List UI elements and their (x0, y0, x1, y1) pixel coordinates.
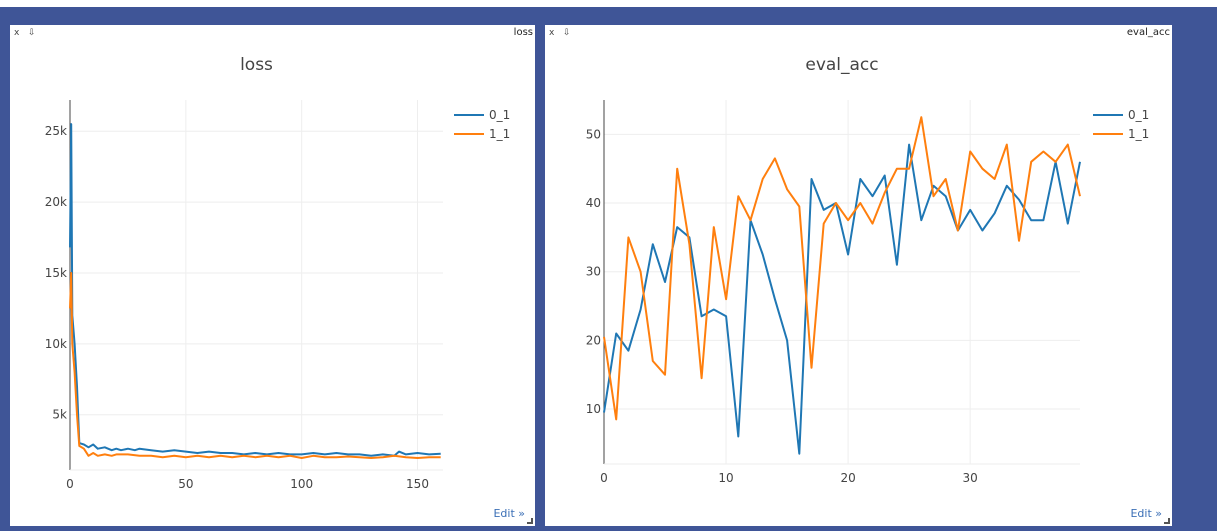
resize-handle[interactable] (1164, 518, 1170, 524)
y-tick-label: 30 (586, 265, 601, 279)
y-tick-label: 20 (586, 333, 601, 347)
top-bar (0, 0, 1217, 7)
series-line-0_1 (69, 123, 441, 457)
resize-handle[interactable] (527, 518, 533, 524)
legend-label: 0_1 (1128, 108, 1149, 122)
series-line-0_1 (603, 143, 1081, 455)
pane-tag: eval_acc (1126, 27, 1170, 38)
download-icon[interactable]: ⇩ (563, 28, 571, 38)
legend-label: 1_1 (489, 127, 510, 141)
y-tick-label: 10k (45, 337, 67, 351)
edit-link[interactable]: Edit » (493, 507, 525, 520)
close-icon[interactable]: x (549, 28, 555, 38)
y-tick-label: 25k (45, 124, 67, 138)
x-tick-label: 0 (600, 471, 608, 485)
y-tick-label: 20k (45, 195, 67, 209)
series-line-1_1 (69, 272, 441, 459)
chart-title: eval_acc (805, 55, 878, 75)
x-tick-label: 50 (178, 477, 193, 491)
y-tick-label: 40 (586, 196, 601, 210)
x-tick-label: 0 (66, 477, 74, 491)
x-tick-label: 20 (840, 471, 855, 485)
y-tick-label: 10 (586, 402, 601, 416)
x-tick-label: 100 (290, 477, 313, 491)
series-line-1_1 (603, 116, 1081, 421)
y-tick-label: 15k (45, 266, 67, 280)
loss-chart: 5k 10k 15k 20k 25k 0 50 100 150 loss 0_1 1_1 (45, 55, 511, 491)
pane-tag: loss (513, 27, 533, 38)
x-tick-label: 30 (963, 471, 978, 485)
legend-label: 0_1 (489, 108, 510, 122)
eval-acc-chart: 10 20 30 40 50 0 10 20 30 eval_acc 0_1 1_1 (586, 55, 1150, 485)
close-icon[interactable]: x (14, 28, 20, 38)
edit-link[interactable]: Edit » (1130, 507, 1162, 520)
y-tick-label: 5k (52, 408, 67, 422)
eval-acc-chart-pane: x ⇩ eval_acc 10 20 30 40 50 0 10 20 30 eval_acc 0_… (545, 25, 1172, 526)
legend-label: 1_1 (1128, 127, 1149, 141)
chart-title: loss (240, 55, 273, 75)
x-tick-label: 150 (406, 477, 429, 491)
download-icon[interactable]: ⇩ (28, 28, 36, 38)
y-tick-label: 50 (586, 127, 601, 141)
loss-chart-pane: x ⇩ loss 5k 10k 15k 20k 25k 0 50 100 150 loss 0_1 1… (10, 25, 535, 526)
x-tick-label: 10 (718, 471, 733, 485)
